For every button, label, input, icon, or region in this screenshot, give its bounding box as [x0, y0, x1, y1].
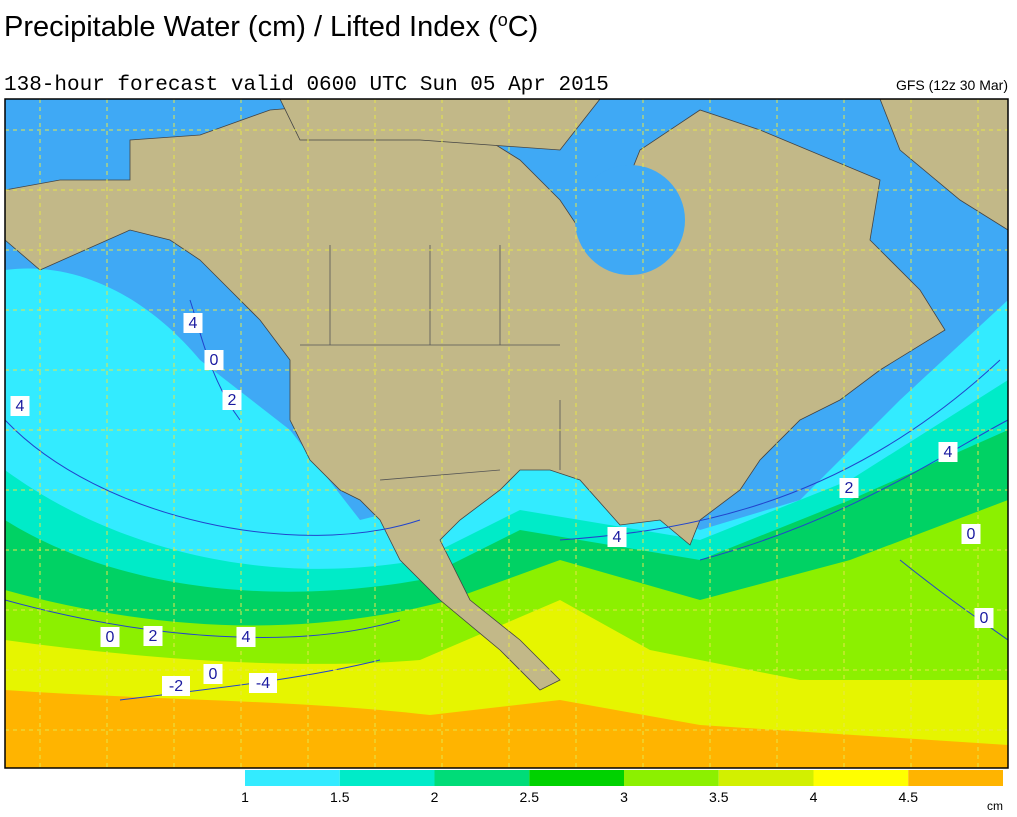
map-frame: [4, 98, 1009, 769]
contour-label: 2: [845, 480, 854, 497]
contour-label: 4: [189, 315, 198, 332]
colorbar-swatch: [813, 770, 909, 786]
colorbar-tick-label: 1.5: [330, 789, 350, 805]
contour-label: 0: [967, 526, 976, 543]
colorbar-tick-label: 2: [431, 789, 439, 805]
colorbar-swatch: [529, 770, 624, 786]
title-sup: o: [498, 10, 508, 30]
title: Precipitable Water (cm) / Lifted Index (…: [4, 10, 538, 43]
colorbar-tick-label: 3.5: [709, 789, 729, 805]
arctic-islands: [279, 99, 601, 151]
contour-label-box: [249, 673, 277, 693]
colorbar-swatch: [718, 770, 814, 786]
map: [5, 99, 1008, 768]
border: [300, 245, 561, 481]
pw-zone: [5, 690, 1008, 768]
contour-label-box: [100, 627, 120, 647]
colorbar-tick-label: 2.5: [520, 789, 540, 805]
contour-label-box: [143, 626, 163, 646]
contour-labels: 4 0 2 4 4 2 0 4 0 0 2 4 0 -2 -4: [10, 313, 994, 696]
model-label: GFS (12z 30 Mar): [896, 77, 1008, 93]
colorbar-tick-label: 4: [810, 789, 818, 805]
contour-label-box: [938, 442, 958, 462]
colorbar-tick-label: 3: [620, 789, 628, 805]
greenland: [879, 99, 1008, 231]
contour-label-box: [222, 390, 242, 410]
colorbar-swatch: [908, 770, 1003, 786]
contour-label-box: [236, 627, 256, 647]
contour-label: 4: [613, 529, 622, 546]
title-end: C): [508, 11, 539, 43]
hudson-bay: [575, 165, 685, 275]
contour-label: 4: [16, 398, 25, 415]
colorbar-tick-label: 4.5: [899, 789, 919, 805]
contour-label-box: [961, 524, 981, 544]
contour-label-box: [974, 608, 994, 628]
contour-label-box: [204, 350, 224, 370]
contour-label-box: [607, 527, 627, 547]
contour-label: 4: [944, 444, 953, 461]
contour-label-box: [183, 313, 203, 333]
subtitle: 138-hour forecast valid 0600 UTC Sun 05 …: [4, 74, 609, 97]
contour-label-box: [162, 676, 190, 696]
colorbar-swatch: [339, 770, 435, 786]
contour-label: -4: [256, 675, 270, 692]
colorbar: 1 1.5 2 2.5 3 3.5 4 4.5: [241, 770, 1003, 805]
contour-label: 0: [209, 666, 218, 683]
contour-label: 0: [980, 610, 989, 627]
title-text: Precipitable Water (cm) / Lifted Index (: [4, 11, 498, 43]
contour-label: 2: [228, 392, 237, 409]
contour-label: 4: [242, 629, 251, 646]
contour-label: 0: [210, 352, 219, 369]
grid: [5, 99, 1008, 768]
colorbar-unit: cm: [987, 799, 1003, 813]
colorbar-swatch: [624, 770, 719, 786]
contour-label-box: [203, 664, 223, 684]
colorbar-swatch: [245, 770, 340, 786]
contour-label: 0: [106, 629, 115, 646]
contour-label: -2: [169, 678, 183, 695]
colorbar-tick-label: 1: [241, 789, 249, 805]
colorbar-swatch: [434, 770, 530, 786]
contour-label: 2: [149, 628, 158, 645]
contour-label-box: [839, 478, 859, 498]
contour-label-box: [10, 396, 30, 416]
